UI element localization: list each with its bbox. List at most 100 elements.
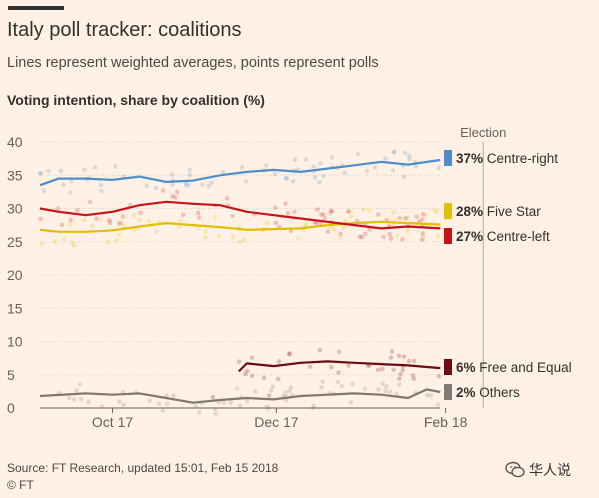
poll-point <box>216 234 222 239</box>
poll-point <box>230 213 235 219</box>
poll-point <box>264 220 270 226</box>
poll-point <box>68 190 73 195</box>
poll-point <box>38 216 43 222</box>
poll-point <box>284 176 290 181</box>
poll-point <box>380 381 386 387</box>
poll-point <box>372 165 378 170</box>
poll-point <box>295 236 301 241</box>
poll-point <box>322 216 328 221</box>
poll-point <box>206 183 211 189</box>
poll-point <box>203 235 208 240</box>
poll-points-others <box>56 379 441 417</box>
poll-point <box>318 161 323 166</box>
poll-point <box>38 170 44 176</box>
poll-point <box>395 233 400 238</box>
poll-point <box>249 355 255 360</box>
poll-point <box>90 223 95 229</box>
poll-point <box>177 224 182 229</box>
x-tick-label: Feb 18 <box>424 414 468 430</box>
legend-value: 28% <box>456 204 483 219</box>
poll-points-free-and-equal <box>236 348 442 382</box>
poll-point <box>193 404 199 409</box>
poll-point <box>410 372 416 378</box>
chart-title: Italy poll tracker: coalitions <box>7 19 242 41</box>
poll-point <box>183 182 189 188</box>
poll-point <box>360 207 366 212</box>
poll-point <box>387 231 393 237</box>
poll-point <box>164 401 170 407</box>
poll-point <box>391 150 397 155</box>
poll-point <box>391 210 396 215</box>
poll-point <box>113 164 118 169</box>
poll-point <box>37 171 43 176</box>
poll-point <box>321 212 326 217</box>
poll-point <box>317 348 323 353</box>
poll-point <box>154 229 159 235</box>
poll-point <box>303 221 309 227</box>
poll-point <box>314 220 319 226</box>
poll-point <box>435 209 440 214</box>
poll-point <box>117 232 122 237</box>
poll-point <box>98 216 104 222</box>
poll-point <box>346 209 351 214</box>
poll-point <box>236 359 242 365</box>
poll-point <box>290 179 296 184</box>
poll-point <box>436 165 442 171</box>
poll-point <box>362 386 368 392</box>
poll-point <box>87 199 93 205</box>
poll-point <box>321 173 326 179</box>
legend-label: 37% Centre-right <box>456 151 558 166</box>
election-label: Election <box>460 125 506 140</box>
poll-point <box>67 395 72 401</box>
poll-point <box>172 195 178 200</box>
poll-point <box>77 381 83 387</box>
poll-point <box>69 240 75 246</box>
poll-point <box>303 157 309 162</box>
poll-point <box>239 164 245 170</box>
poll-point <box>376 387 381 392</box>
poll-point <box>178 218 183 224</box>
source-note: Source: FT Research, updated 15:01, Feb … <box>7 461 279 475</box>
poll-point <box>336 349 342 355</box>
poll-point <box>383 156 388 161</box>
poll-point <box>261 375 267 380</box>
y-tick-label: 25 <box>7 234 23 250</box>
poll-point <box>82 167 87 172</box>
poll-point <box>79 396 84 402</box>
poll-point <box>411 376 417 381</box>
y-tick-label: 10 <box>7 334 23 350</box>
poll-point <box>55 206 61 211</box>
poll-point <box>420 231 426 236</box>
series-line-five-star <box>39 220 441 233</box>
poll-chart: 0 5 10 15 20 25 30 35 40 Oct 17 Dec 17 Feb 18 Electi… <box>7 125 572 430</box>
poll-point <box>210 394 216 400</box>
poll-point <box>225 196 230 201</box>
poll-point <box>264 404 270 410</box>
poll-point <box>400 367 405 373</box>
poll-point <box>52 239 58 244</box>
poll-point <box>241 237 246 243</box>
poll-point <box>170 182 175 187</box>
poll-point <box>196 215 202 220</box>
poll-point <box>381 234 386 240</box>
poll-point <box>160 408 166 413</box>
poll-point <box>137 217 142 223</box>
poll-point <box>331 226 337 232</box>
poll-point <box>270 384 276 390</box>
poll-point <box>348 400 354 405</box>
poll-point <box>68 178 74 184</box>
legend-value: 37% <box>456 151 483 166</box>
poll-point <box>263 163 269 168</box>
poll-point <box>422 213 428 218</box>
poll-point <box>221 400 227 406</box>
series-line-centre-left <box>39 200 441 230</box>
poll-point <box>210 394 216 400</box>
poll-point <box>147 398 153 403</box>
poll-point <box>375 367 381 373</box>
poll-point <box>187 172 193 178</box>
legend-label: 28% Five Star <box>456 204 541 219</box>
poll-point <box>156 401 162 406</box>
poll-point <box>146 218 152 224</box>
poll-point <box>266 393 271 398</box>
legend-swatch <box>444 228 452 244</box>
